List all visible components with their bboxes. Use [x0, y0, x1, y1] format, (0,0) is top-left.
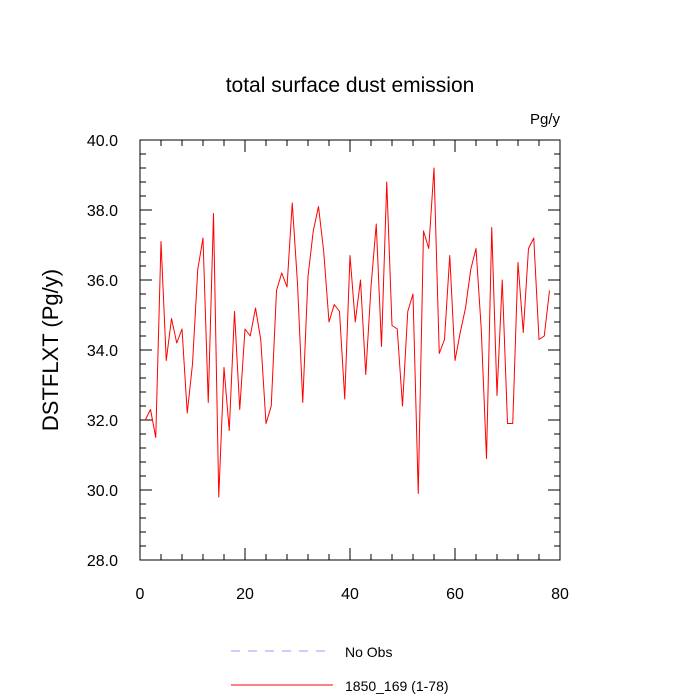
- y-tick-label: 40.0: [87, 133, 118, 150]
- x-tick-label: 80: [551, 586, 569, 603]
- x-tick-label: 20: [236, 586, 254, 603]
- x-tick-labels: 0 20 40 60 80: [136, 586, 569, 603]
- y-tick-label: 34.0: [87, 343, 118, 360]
- chart-title: total surface dust emission: [226, 74, 475, 97]
- x-tick-label: 60: [446, 586, 464, 603]
- y-tick-label: 36.0: [87, 273, 118, 290]
- y-tick-label: 38.0: [87, 203, 118, 220]
- x-tick-label: 0: [136, 586, 145, 603]
- legend: No Obs 1850_169 (1-78): [231, 644, 449, 694]
- series-line-1850-169-1-78: [144, 167, 550, 498]
- y-axis-label: DSTFLXT (Pg/y): [38, 269, 63, 431]
- units-label: Pg/y: [530, 111, 561, 128]
- x-tick-label: 40: [341, 586, 359, 603]
- axis-ticks: [139, 139, 561, 561]
- series-lines: [144, 167, 550, 498]
- y-tick-label: 28.0: [87, 553, 118, 570]
- y-tick-label: 30.0: [87, 483, 118, 500]
- legend-label-no-obs: No Obs: [345, 644, 392, 660]
- legend-label-1850-169: 1850_169 (1-78): [345, 678, 449, 694]
- y-tick-labels: 28.0 30.0 32.0 34.0 36.0 38.0 40.0: [87, 133, 118, 570]
- plot-frame: [139, 139, 561, 561]
- y-tick-label: 32.0: [87, 413, 118, 430]
